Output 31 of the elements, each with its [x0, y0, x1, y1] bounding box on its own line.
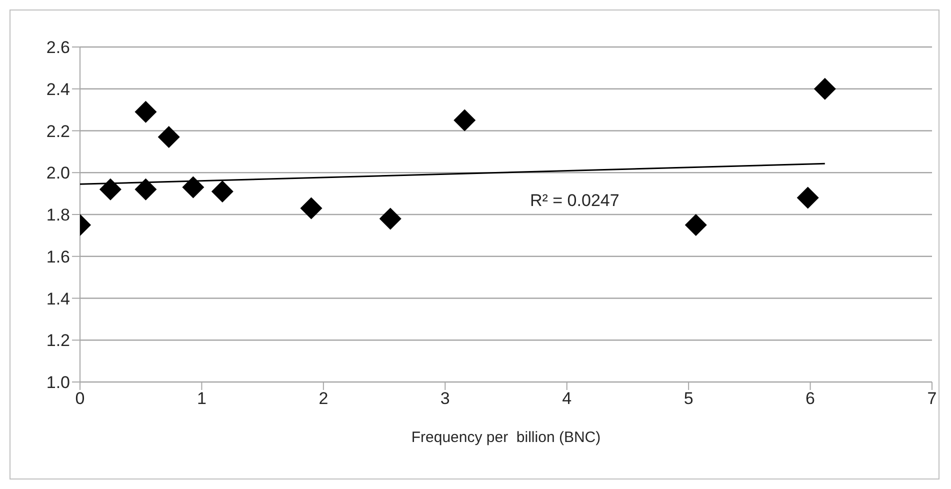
y-tick-label: 2.6 [46, 38, 70, 58]
point [300, 197, 322, 220]
y-tick-label: 1.6 [46, 247, 70, 266]
y-tick-label: 2.4 [46, 80, 70, 99]
x-tick-label: 4 [562, 389, 572, 408]
point [182, 176, 204, 198]
point [814, 78, 836, 100]
x-tick-label: 3 [440, 389, 450, 408]
y-tick-label: 1.8 [46, 206, 70, 225]
x-tick-label: 6 [806, 389, 816, 408]
y-tick-label: 1.4 [46, 289, 70, 308]
x-tick-label: 7 [927, 389, 937, 408]
y-tick-label: 1.2 [46, 331, 70, 350]
annotation: R² = 0.0247 [530, 191, 620, 210]
y-tick-label: 2.2 [46, 122, 70, 141]
point [796, 186, 819, 209]
x-tick-label: 1 [196, 389, 206, 408]
x-tick-label: 2 [318, 389, 328, 408]
point [99, 178, 122, 200]
x-axis-title: Frequency per billion (BNC) [411, 429, 601, 446]
y-tick-label: 1.0 [46, 373, 70, 392]
point [134, 178, 157, 200]
point [379, 208, 402, 230]
point [454, 109, 476, 132]
x-tick-label: 0 [75, 389, 85, 408]
point [684, 214, 707, 236]
x-tick-label: 5 [684, 389, 694, 408]
y-tick-label: 2.0 [46, 164, 70, 183]
point [158, 126, 180, 148]
point [134, 100, 157, 123]
point [211, 180, 234, 202]
